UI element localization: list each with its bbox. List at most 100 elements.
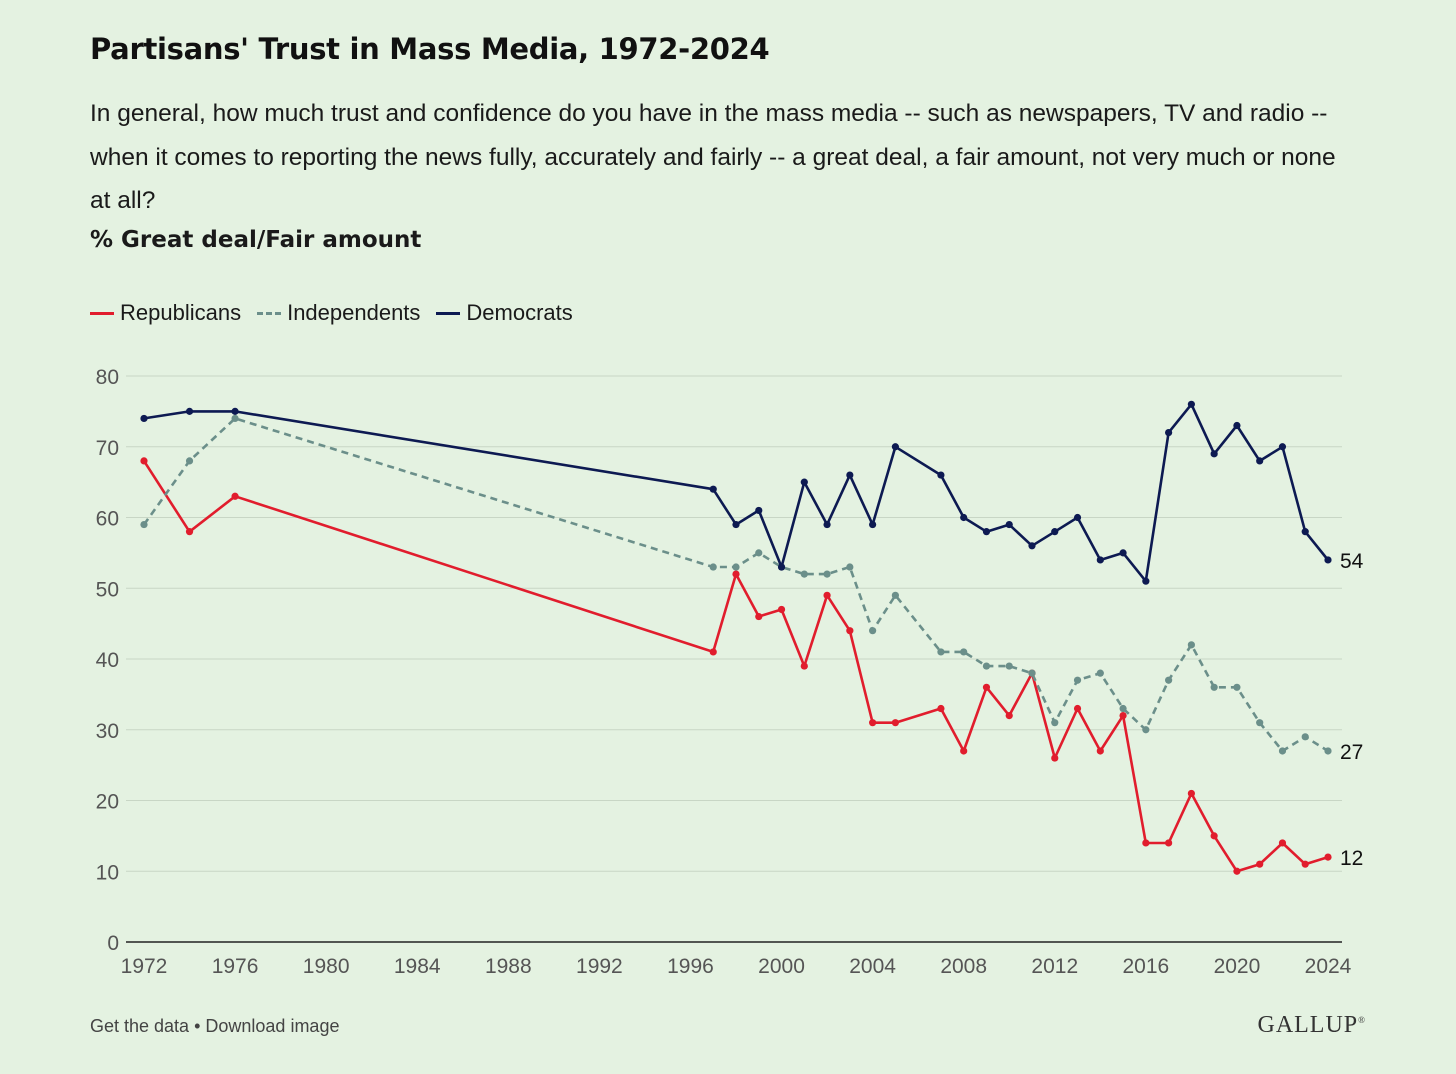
series-line-independents <box>142 417 1329 753</box>
data-point-republicans <box>1165 839 1173 847</box>
y-tick-label: 50 <box>96 578 119 601</box>
footer-separator: • <box>189 1016 206 1036</box>
data-point-republicans <box>1256 860 1264 868</box>
data-point-democrats <box>732 520 740 529</box>
data-point-independents <box>1256 719 1264 727</box>
data-point-democrats <box>891 443 899 451</box>
data-point-republicans <box>1324 853 1332 861</box>
data-point-democrats <box>1096 556 1104 564</box>
y-tick-label: 80 <box>96 366 119 389</box>
data-point-democrats <box>1142 577 1150 585</box>
data-point-independents <box>140 520 148 529</box>
data-point-republicans <box>1233 867 1241 875</box>
x-tick-label: 1976 <box>212 955 259 978</box>
data-point-independents <box>1096 669 1104 677</box>
data-point-independents <box>937 648 945 656</box>
legend-label-democrats: Democrats <box>466 300 573 325</box>
download-image-link[interactable]: Download image <box>205 1016 340 1036</box>
data-point-republicans <box>1119 712 1127 720</box>
data-point-independents <box>1210 683 1218 691</box>
y-tick-label: 0 <box>107 932 119 955</box>
data-point-republicans <box>1073 704 1082 713</box>
data-point-democrats <box>846 471 854 479</box>
legend: Republicans Independents Democrats <box>90 300 589 326</box>
data-point-independents <box>1073 676 1082 684</box>
data-point-republicans <box>823 591 831 599</box>
data-point-independents <box>185 457 194 465</box>
data-point-republicans <box>1096 747 1104 755</box>
gallup-logo: GALLUP® <box>1257 1012 1366 1039</box>
x-tick-label: 2016 <box>1122 955 1169 978</box>
data-point-democrats <box>823 520 831 529</box>
data-point-republicans <box>777 605 786 614</box>
series-line-democrats <box>143 402 1330 583</box>
data-point-independents <box>1278 747 1287 755</box>
x-tick-label: 1984 <box>394 955 441 978</box>
data-point-independents <box>1301 733 1309 741</box>
y-tick-label: 40 <box>96 649 119 672</box>
data-point-democrats <box>755 506 763 515</box>
data-point-independents <box>732 563 740 571</box>
get-data-link[interactable]: Get the data <box>90 1016 190 1036</box>
x-tick-label: 2020 <box>1214 955 1261 978</box>
data-point-republicans <box>846 627 854 635</box>
data-point-independents <box>960 648 968 656</box>
data-point-independents <box>1324 747 1332 755</box>
chart-subtitle: In general, how much trust and confidenc… <box>90 100 1336 214</box>
data-point-republicans <box>755 612 763 621</box>
data-point-republicans <box>231 492 239 500</box>
data-point-democrats <box>960 513 968 522</box>
series-line-republicans <box>142 460 1329 873</box>
data-point-independents <box>1028 669 1036 677</box>
legend-item-republicans: Republicans <box>90 300 241 326</box>
legend-swatch-republicans <box>90 311 114 315</box>
data-point-democrats <box>185 407 194 415</box>
data-point-republicans <box>1142 839 1150 847</box>
data-point-republicans <box>982 683 991 691</box>
data-point-republicans <box>937 704 945 713</box>
end-label-independents: 27 <box>1340 741 1363 764</box>
data-point-democrats <box>1073 513 1082 522</box>
data-point-democrats <box>231 407 239 415</box>
data-point-independents <box>1187 641 1195 649</box>
x-tick-label: 2000 <box>758 955 805 978</box>
legend-swatch-independents <box>257 311 282 315</box>
y-tick-label: 70 <box>96 437 119 460</box>
chart-title: Partisans' Trust in Mass Media, 1972-202… <box>90 32 770 66</box>
logo-registered-mark: ® <box>1358 1015 1366 1025</box>
legend-item-independents: Independents <box>257 300 420 326</box>
data-point-independents <box>1119 704 1127 713</box>
footer: Get the data • Download image <box>90 1016 339 1037</box>
data-point-independents <box>1142 726 1150 734</box>
legend-label-republicans: Republicans <box>120 300 242 325</box>
data-point-democrats <box>1187 400 1195 408</box>
legend-label-independents: Independents <box>287 300 421 325</box>
x-tick-label: 2012 <box>1031 955 1078 978</box>
data-point-democrats <box>1324 556 1332 564</box>
x-tick-label: 1972 <box>121 955 168 978</box>
data-point-republicans <box>1210 832 1218 840</box>
measure-label: % Great deal/Fair amount <box>90 227 422 253</box>
data-point-independents <box>755 549 763 557</box>
data-point-independents <box>982 662 991 670</box>
data-point-independents <box>709 563 717 571</box>
data-point-democrats <box>777 563 786 571</box>
data-point-democrats <box>140 414 148 423</box>
y-tick-label: 20 <box>96 791 119 814</box>
data-point-democrats <box>982 528 991 536</box>
data-point-republicans <box>800 662 808 670</box>
data-point-republicans <box>960 747 968 755</box>
x-tick-label: 1988 <box>485 955 532 978</box>
legend-item-democrats: Democrats <box>436 300 573 326</box>
y-tick-label: 60 <box>96 508 119 531</box>
data-point-democrats <box>1051 528 1059 536</box>
data-point-democrats <box>709 485 717 493</box>
data-point-independents <box>869 627 877 635</box>
data-point-independents <box>800 570 808 578</box>
data-point-democrats <box>937 471 945 479</box>
x-tick-label: 1992 <box>576 955 623 978</box>
end-label-republicans: 12 <box>1340 847 1363 870</box>
end-label-democrats: 54 <box>1340 550 1364 573</box>
data-point-democrats <box>869 520 877 529</box>
data-point-democrats <box>1210 450 1218 458</box>
